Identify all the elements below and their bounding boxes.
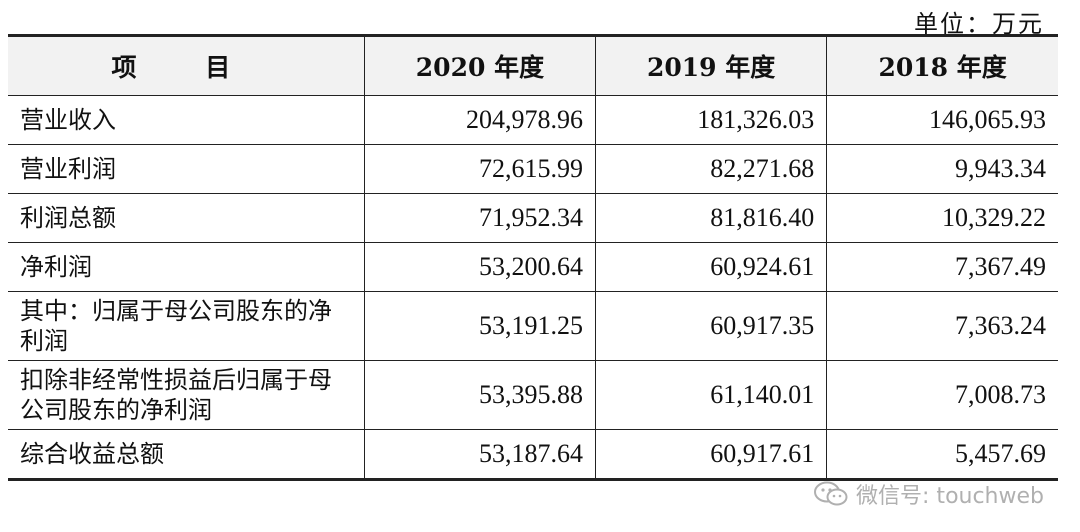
row-label: 扣除非经常性损益后归属于母公司股东的净利润 (8, 360, 365, 430)
table-row: 综合收益总额 53,187.64 60,917.61 5,457.69 (8, 429, 1058, 478)
value-2019: 61,140.01 (595, 360, 828, 430)
value-2018: 9,943.34 (826, 144, 1058, 194)
value-2019: 60,924.61 (595, 242, 828, 292)
table-row: 利润总额 71,952.34 81,816.40 10,329.22 (8, 193, 1058, 243)
header-2018: 2018 年度 (826, 37, 1058, 96)
value-2018: 7,367.49 (826, 242, 1058, 292)
row-label: 营业利润 (8, 144, 365, 194)
header-2020: 2020 年度 (363, 37, 597, 96)
header-2019: 2019 年度 (595, 37, 828, 96)
row-label: 其中：归属于母公司股东的净利润 (8, 291, 365, 361)
value-2018: 7,008.73 (826, 360, 1058, 430)
row-label: 净利润 (8, 242, 365, 292)
row-label: 综合收益总额 (8, 429, 365, 478)
row-label: 营业收入 (8, 95, 365, 145)
header-item: 项 目 (8, 37, 365, 96)
value-2020: 53,191.25 (363, 291, 597, 361)
table-row: 其中：归属于母公司股东的净利润 53,191.25 60,917.35 7,36… (8, 291, 1058, 361)
table-row: 扣除非经常性损益后归属于母公司股东的净利润 53,395.88 61,140.0… (8, 360, 1058, 430)
value-2019: 82,271.68 (595, 144, 828, 194)
value-2018: 10,329.22 (826, 193, 1058, 243)
value-2020: 72,615.99 (363, 144, 597, 194)
table-header-row: 项 目 2020 年度 2019 年度 2018 年度 (8, 37, 1058, 96)
value-2020: 53,187.64 (363, 429, 597, 478)
value-2018: 5,457.69 (826, 429, 1058, 478)
table-row: 净利润 53,200.64 60,924.61 7,367.49 (8, 242, 1058, 292)
table-row: 营业收入 204,978.96 181,326.03 146,065.93 (8, 95, 1058, 145)
value-2019: 60,917.35 (595, 291, 828, 361)
value-2020: 71,952.34 (363, 193, 597, 243)
financial-table: 项 目 2020 年度 2019 年度 2018 年度 营业收入 204,978… (8, 34, 1058, 481)
value-2020: 204,978.96 (363, 95, 597, 145)
value-2020: 53,200.64 (363, 242, 597, 292)
value-2020: 53,395.88 (363, 360, 597, 430)
value-2019: 60,917.61 (595, 429, 828, 478)
row-label: 利润总额 (8, 193, 365, 243)
wechat-icon (814, 481, 848, 506)
value-2019: 181,326.03 (595, 95, 828, 145)
table-row: 营业利润 72,615.99 82,271.68 9,943.34 (8, 144, 1058, 194)
value-2018: 146,065.93 (826, 95, 1058, 145)
unit-label: 单位：万元 (914, 10, 1044, 38)
watermark: 微信号: touchweb (814, 478, 1044, 510)
value-2018: 7,363.24 (826, 291, 1058, 361)
watermark-text: 微信号: touchweb (856, 484, 1044, 509)
value-2019: 81,816.40 (595, 193, 828, 243)
